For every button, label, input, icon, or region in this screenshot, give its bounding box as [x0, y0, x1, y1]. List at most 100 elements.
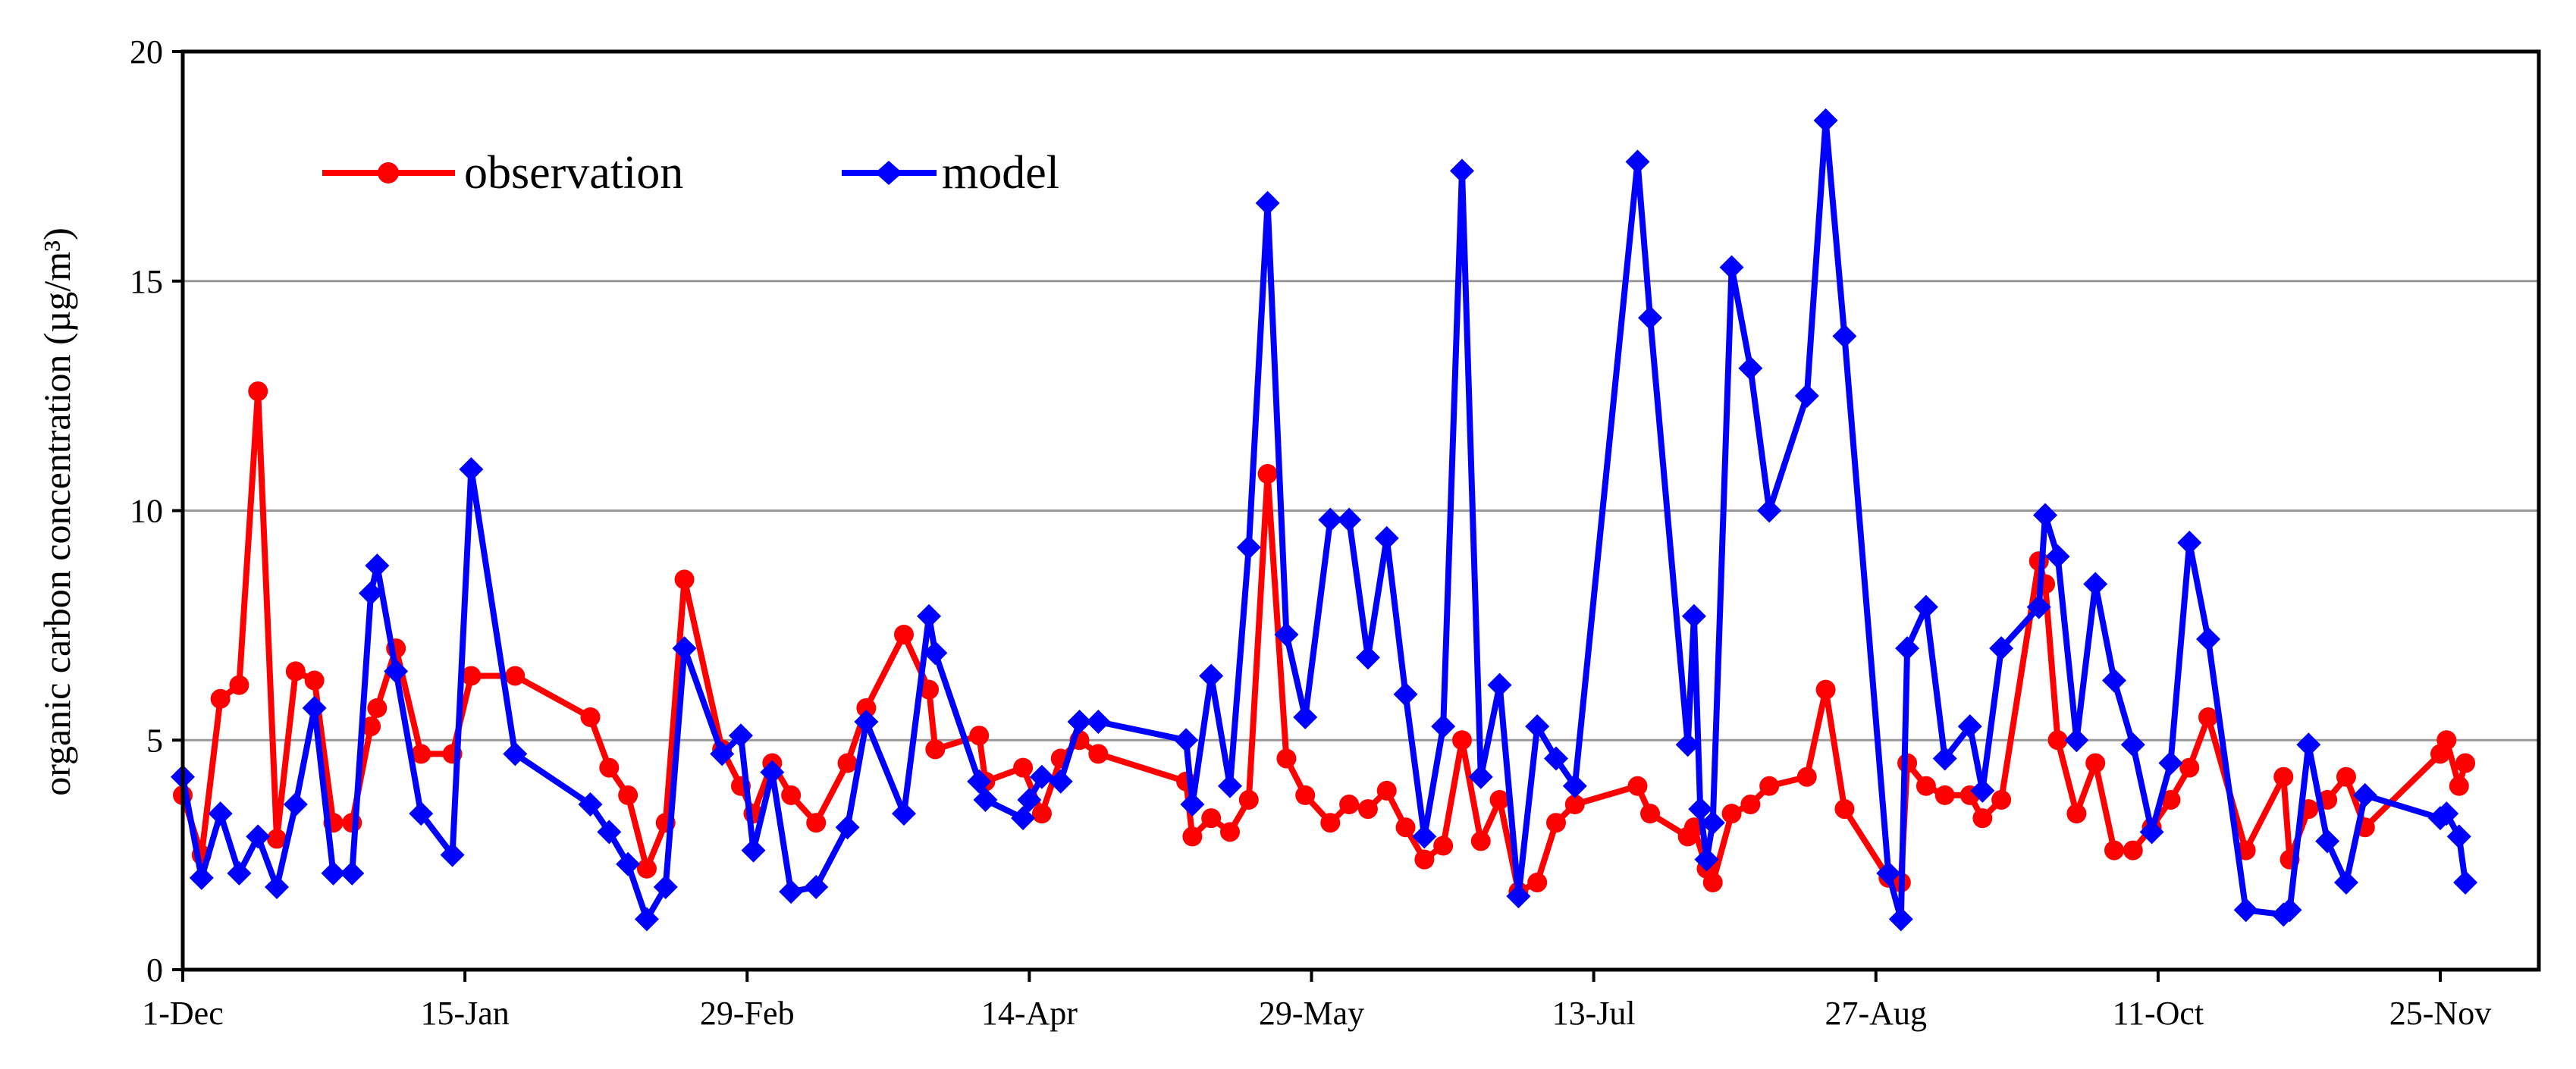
data-point-observation: [2436, 730, 2457, 751]
data-point-model: [1318, 507, 1343, 532]
data-point-observation: [2179, 757, 2200, 778]
data-point-model: [973, 787, 998, 812]
data-point-observation: [304, 670, 325, 691]
x-tick-label: 29-May: [1259, 995, 1364, 1032]
legend-label-model: model: [942, 147, 1059, 199]
data-point-model: [728, 723, 753, 748]
data-point-observation: [1219, 822, 1240, 842]
data-point-observation: [1031, 804, 1052, 824]
data-point-model: [804, 875, 829, 900]
data-point-observation: [1238, 789, 1259, 810]
data-point-observation: [1627, 776, 1648, 796]
data-point-observation: [1972, 808, 1993, 829]
data-point-observation: [806, 813, 827, 833]
data-point-model: [503, 741, 528, 766]
data-point-observation: [2047, 730, 2068, 751]
data-point-observation: [856, 698, 877, 718]
data-point-model: [1199, 663, 1224, 688]
y-tick-label: 10: [130, 493, 163, 530]
x-tick-label: 11-Oct: [2113, 995, 2204, 1032]
data-point-model: [459, 457, 484, 482]
data-point-observation: [1702, 872, 1723, 892]
data-point-model: [1719, 255, 1744, 280]
data-point-model: [923, 641, 948, 666]
data-point-model: [2446, 824, 2471, 849]
gridlines: [183, 280, 2539, 741]
data-point-model: [1813, 108, 1838, 133]
data-point-model: [2101, 668, 2126, 693]
data-point-model: [917, 603, 942, 629]
data-point-model: [302, 695, 327, 720]
data-point-model: [1337, 507, 1362, 532]
data-point-model: [1412, 824, 1437, 849]
data-point-model: [672, 636, 697, 661]
data-point-model: [265, 875, 290, 900]
data-point-observation: [2336, 766, 2356, 787]
x-tick-label: 13-Jul: [1552, 995, 1636, 1032]
data-point-model: [634, 907, 659, 932]
data-point-observation: [925, 739, 946, 760]
data-point-model: [1989, 636, 2014, 661]
data-point-model: [2315, 829, 2340, 854]
data-point-observation: [837, 753, 858, 773]
data-point-observation: [2085, 753, 2106, 773]
data-point-model: [1506, 884, 1531, 909]
data-point-model: [2434, 801, 2459, 826]
data-point-model: [1468, 764, 1493, 789]
data-point-observation: [1433, 835, 1454, 856]
data-point-model: [967, 769, 992, 794]
data-point-model: [227, 861, 252, 886]
x-tick-label: 27-Aug: [1825, 995, 1927, 1032]
data-point-model: [1174, 728, 1199, 753]
data-point-model: [1913, 594, 1938, 619]
data-point-model: [1957, 714, 1982, 739]
data-point-model: [1675, 732, 1700, 757]
data-point-model: [1694, 847, 1719, 872]
data-point-observation: [1013, 757, 1034, 778]
data-point-observation: [781, 785, 802, 805]
data-point-model: [1048, 769, 1073, 794]
data-point-observation: [505, 666, 526, 686]
x-axis-ticks: 1-Dec 15-Jan 29-Feb 14-Apr 29-May 13-Jul 27-Au…: [142, 970, 2491, 1032]
data-point-observation: [1451, 730, 1472, 751]
data-point-model: [365, 553, 390, 578]
series-layer: [171, 108, 2478, 932]
data-point-model: [1431, 714, 1456, 739]
legend-label-observation: observation: [464, 147, 683, 199]
data-point-observation: [2449, 776, 2469, 796]
data-point-observation: [229, 675, 249, 695]
data-point-observation: [1934, 785, 1955, 805]
data-point-model: [1895, 636, 1920, 661]
data-point-model: [321, 861, 346, 886]
data-point-model: [2233, 898, 2258, 923]
data-point-observation: [1339, 795, 1360, 815]
data-point-observation: [599, 757, 620, 778]
data-point-model: [283, 792, 308, 817]
data-point-model: [2033, 503, 2058, 528]
data-point-model: [1738, 356, 1763, 381]
series-observation: [173, 381, 2476, 902]
data-point-model: [1487, 672, 1512, 698]
data-point-observation: [1834, 799, 1855, 820]
legend: observation model: [322, 147, 1059, 199]
data-point-observation: [1916, 776, 1936, 796]
data-point-model: [2139, 820, 2164, 845]
data-point-observation: [1182, 826, 1203, 847]
data-point-observation: [2104, 840, 2124, 861]
data-point-model: [710, 741, 735, 766]
data-point-model: [409, 801, 434, 826]
data-point-model: [359, 581, 384, 606]
data-point-model: [2196, 627, 2221, 652]
data-point-observation: [1640, 804, 1661, 824]
data-point-observation: [1395, 817, 1416, 838]
data-point-model: [2296, 732, 2321, 757]
data-point-model: [384, 659, 409, 684]
data-point-observation: [1414, 849, 1435, 870]
data-point-observation: [367, 698, 387, 718]
y-axis-label: organic carbon concentration (µg/m³): [36, 227, 78, 796]
data-point-model: [779, 879, 804, 904]
data-point-observation: [1470, 831, 1491, 851]
data-point-model: [2352, 782, 2377, 807]
data-point-model: [1888, 907, 1913, 932]
